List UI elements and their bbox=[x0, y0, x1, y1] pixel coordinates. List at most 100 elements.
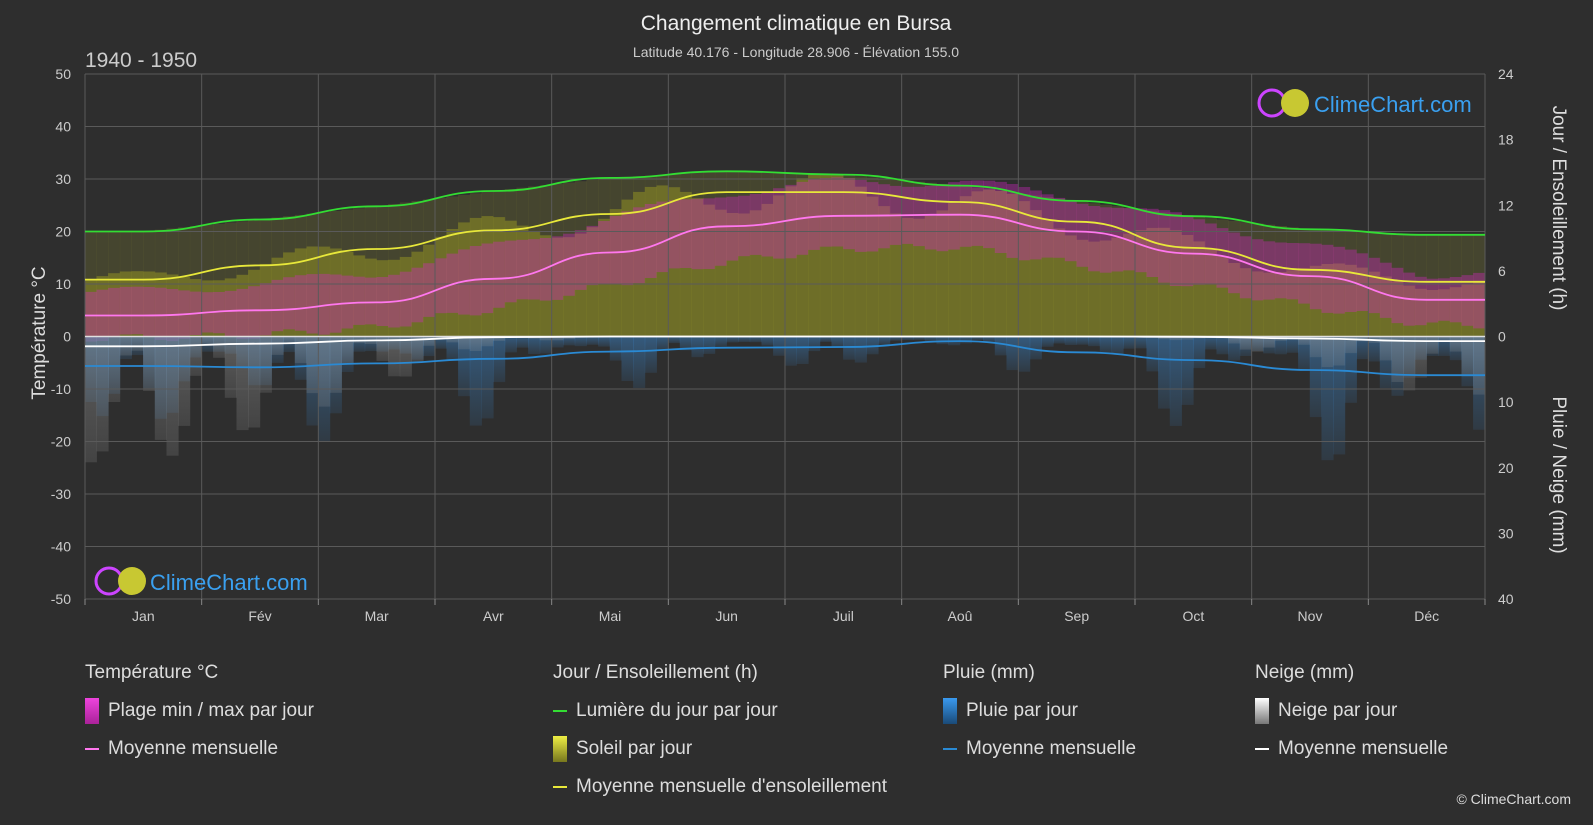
daylight-line bbox=[85, 170, 1485, 236]
snow-bar bbox=[318, 336, 331, 407]
snow-bar bbox=[189, 336, 202, 376]
rain-bar bbox=[749, 336, 762, 343]
temp-range-bar bbox=[936, 184, 949, 252]
chart-subtitle: Latitude 40.176 - Longitude 28.906 - Élé… bbox=[633, 44, 959, 60]
snow-bar bbox=[376, 336, 389, 361]
sunshine-bar bbox=[1018, 201, 1031, 337]
sunshine-bar bbox=[364, 258, 377, 337]
snow-bar bbox=[1438, 336, 1451, 342]
sunshine-bar bbox=[1158, 227, 1171, 337]
sunshine-bar bbox=[598, 218, 611, 337]
legend-heading: Jour / Ensoleillement (h) bbox=[553, 662, 758, 683]
logo-text: ClimeChart.com bbox=[150, 570, 308, 595]
sunshine-bar bbox=[1473, 280, 1486, 337]
snow-swatch bbox=[1255, 698, 1269, 724]
sunshine-bar bbox=[259, 263, 272, 337]
temp-range-bar bbox=[1251, 239, 1264, 301]
sunshine-bar bbox=[271, 257, 284, 337]
x-tick-label: Mar bbox=[365, 608, 389, 624]
temp-range-bar bbox=[1076, 203, 1089, 267]
sunshine-bar bbox=[668, 187, 681, 337]
y-right-bottom-tick-label: 40 bbox=[1498, 591, 1514, 607]
rain-bar bbox=[889, 336, 902, 341]
sunshine-bar bbox=[1379, 276, 1392, 337]
rain-bar bbox=[1216, 336, 1229, 355]
temp-range-bar bbox=[633, 207, 646, 284]
rain-bar bbox=[1006, 336, 1019, 371]
snow-bar bbox=[96, 336, 109, 452]
sunshine-bar bbox=[691, 198, 704, 337]
temp-range-bar bbox=[819, 178, 832, 247]
rain-bar bbox=[1181, 336, 1194, 405]
sunshine-bar bbox=[434, 236, 447, 337]
rain-bar bbox=[621, 336, 634, 381]
daylight-swatch bbox=[553, 710, 567, 712]
temp-range-bar bbox=[1333, 246, 1346, 314]
legend-item-label: Moyenne mensuelle bbox=[108, 738, 279, 759]
temp-range-bar bbox=[1216, 228, 1229, 288]
sunshine-bar bbox=[994, 190, 1007, 337]
y-left-tick-label: 50 bbox=[55, 66, 71, 82]
rain-bar bbox=[1041, 336, 1054, 347]
y-left-tick-label: 10 bbox=[55, 276, 71, 292]
rain-bar bbox=[878, 336, 891, 345]
sunshine-bar bbox=[1088, 241, 1101, 337]
sunshine-bar bbox=[481, 216, 494, 337]
rain-bar bbox=[1169, 336, 1182, 426]
sunshine-bar bbox=[621, 199, 634, 337]
rain-bar bbox=[843, 336, 856, 360]
rain-bar bbox=[808, 336, 821, 352]
snow-bar bbox=[434, 336, 447, 339]
x-tick-label: Juil bbox=[833, 608, 854, 624]
y-right-bottom-label: Pluie / Neige (mm) bbox=[1548, 396, 1569, 553]
snow-bar bbox=[131, 336, 144, 351]
temp-range-bar bbox=[551, 236, 564, 300]
sunshine-bar bbox=[738, 213, 751, 337]
sunshine-bar bbox=[329, 248, 342, 337]
temp-range-bar bbox=[259, 283, 272, 336]
sunshine-bar bbox=[656, 185, 669, 337]
sunshine-bar bbox=[924, 216, 937, 337]
temp-range-bar bbox=[469, 246, 482, 316]
rain-bar bbox=[784, 336, 797, 366]
snow-bar bbox=[1461, 336, 1474, 377]
sunshine-bar bbox=[1438, 289, 1451, 337]
y-right-bottom-tick-label: 20 bbox=[1498, 460, 1514, 476]
sunshine-bar bbox=[224, 278, 237, 337]
temp-range-bar bbox=[318, 273, 331, 335]
x-tick-label: Oct bbox=[1182, 608, 1204, 624]
snow-bar bbox=[539, 336, 552, 341]
legend-heading: Température °C bbox=[85, 662, 219, 683]
x-tick-label: Sep bbox=[1064, 608, 1089, 624]
rain-bar bbox=[1134, 336, 1147, 349]
snow-bar bbox=[341, 336, 354, 364]
legend-heading: Pluie (mm) bbox=[943, 662, 1035, 683]
temp-range-bar bbox=[866, 182, 879, 252]
rain-bar bbox=[574, 336, 587, 347]
rain-bar bbox=[1053, 336, 1066, 344]
legend-item: Moyenne mensuelle bbox=[85, 736, 314, 762]
temp-range-bar bbox=[1356, 253, 1369, 311]
rain-bar bbox=[1064, 336, 1077, 345]
logo-text: ClimeChart.com bbox=[1314, 92, 1472, 117]
temp-range-bar bbox=[1368, 257, 1381, 314]
sunshine-bar bbox=[388, 259, 401, 337]
sunshine-bar bbox=[493, 217, 506, 337]
rain-bar bbox=[458, 336, 471, 397]
rain-bar bbox=[644, 336, 657, 373]
snow-bar bbox=[306, 336, 319, 394]
rain-bar bbox=[1111, 336, 1124, 355]
rain-bar bbox=[819, 336, 832, 342]
y-left-tick-label: -40 bbox=[51, 539, 71, 555]
temp-range-bar bbox=[924, 185, 937, 250]
sunshine-bar bbox=[901, 217, 914, 337]
rain-mean-swatch bbox=[943, 748, 957, 750]
legend-temperature: Température °C Plage min / max par jour … bbox=[85, 662, 314, 774]
rain-bar bbox=[679, 336, 692, 351]
snow-bar bbox=[178, 336, 191, 426]
temp-range-bar bbox=[248, 286, 261, 339]
rain-bar bbox=[1333, 336, 1346, 455]
y-right-top-label: Jour / Ensoleillement (h) bbox=[1548, 106, 1569, 311]
snow-bar bbox=[1333, 336, 1346, 366]
temp-range-bar bbox=[283, 277, 296, 330]
